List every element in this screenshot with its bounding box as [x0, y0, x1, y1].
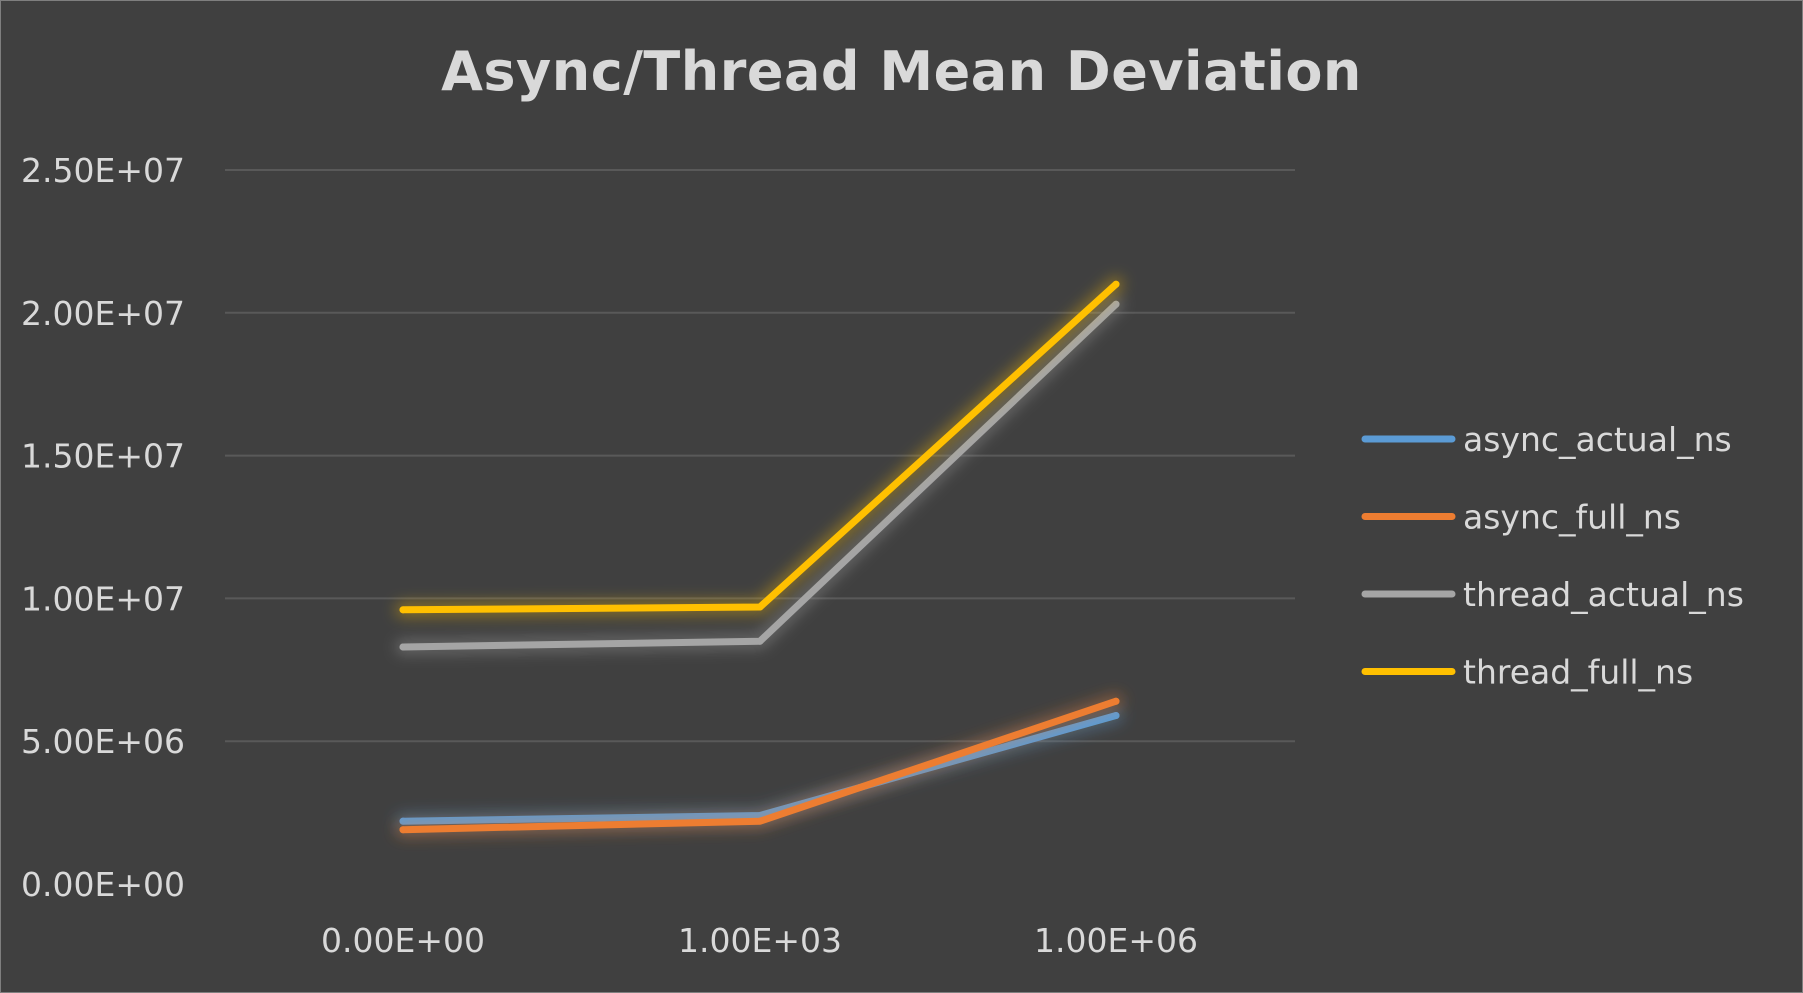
x-tick-label: 1.00E+06: [1034, 921, 1198, 960]
data-point: [1112, 280, 1120, 288]
y-tick-label: 5.00E+06: [21, 722, 185, 761]
data-point: [756, 603, 764, 611]
y-tick-label: 1.50E+07: [21, 437, 185, 476]
data-point: [1112, 300, 1120, 308]
data-point: [756, 817, 764, 825]
legend-label: thread_actual_ns: [1463, 575, 1744, 614]
data-point: [399, 643, 407, 651]
y-tick-label: 2.00E+07: [21, 294, 185, 333]
data-point: [1112, 711, 1120, 719]
x-axis-ticks: 0.00E+00 1.00E+03 1.00E+06: [321, 921, 1198, 960]
plot-area: [395, 276, 1124, 838]
legend-label: async_full_ns: [1463, 498, 1681, 537]
y-axis-ticks: 0.00E+00 5.00E+06 1.00E+07 1.50E+07 2.00E+07…: [21, 151, 185, 904]
data-point: [1112, 697, 1120, 705]
chart-title: Async/Thread Mean Deviation: [441, 40, 1362, 103]
y-tick-label: 2.50E+07: [21, 151, 185, 190]
y-tick-label: 1.00E+07: [21, 579, 185, 618]
data-point: [756, 637, 764, 645]
data-point: [399, 606, 407, 614]
series-glow: [395, 296, 1124, 655]
x-tick-label: 0.00E+00: [321, 921, 485, 960]
data-point: [399, 826, 407, 834]
x-tick-label: 1.00E+03: [678, 921, 842, 960]
series-line-thread_actual_ns: [399, 300, 1120, 651]
gridlines: [225, 169, 1295, 743]
legend-label: async_actual_ns: [1463, 420, 1732, 459]
series-line-thread_full_ns: [399, 280, 1120, 614]
y-tick-label: 0.00E+00: [21, 865, 185, 904]
legend-label: thread_full_ns: [1463, 653, 1693, 692]
legend: async_actual_ns async_full_ns thread_actua…: [1361, 420, 1744, 692]
series-glow: [395, 276, 1124, 618]
